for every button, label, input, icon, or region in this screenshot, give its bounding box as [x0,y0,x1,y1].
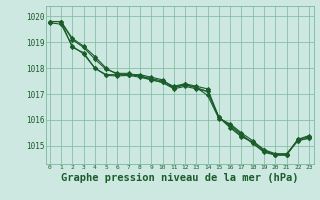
X-axis label: Graphe pression niveau de la mer (hPa): Graphe pression niveau de la mer (hPa) [61,173,299,183]
